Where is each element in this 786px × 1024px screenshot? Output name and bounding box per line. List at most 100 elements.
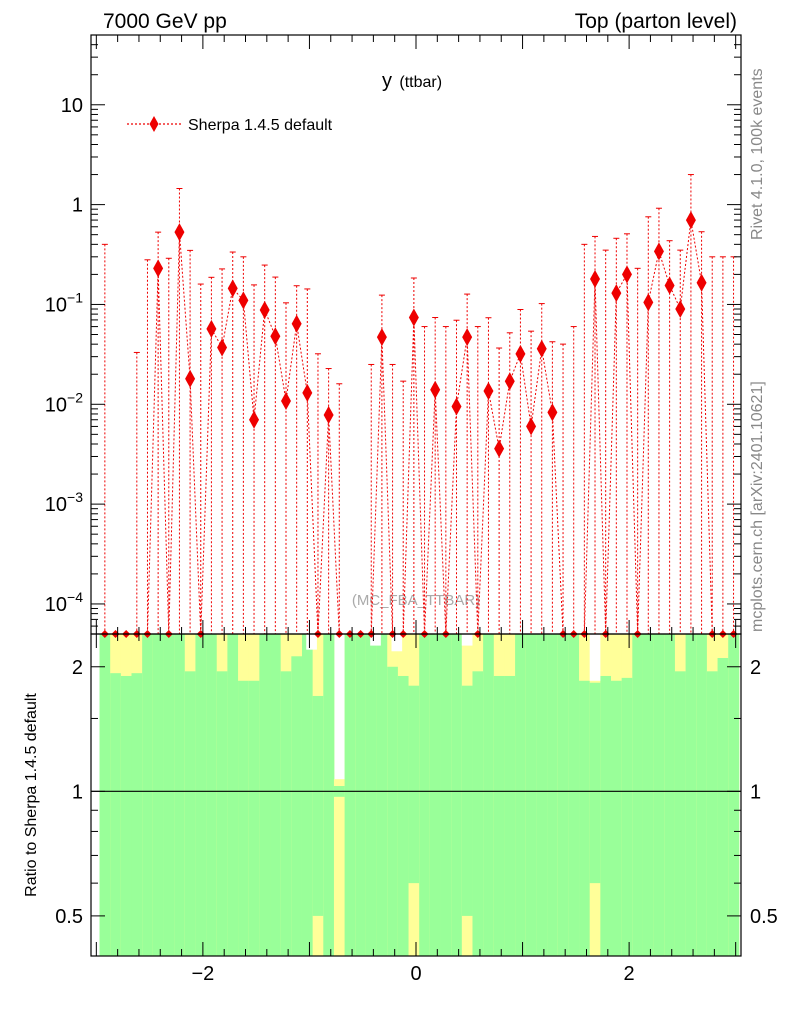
ratio-band-inner bbox=[547, 634, 559, 956]
ratio-band-inner bbox=[120, 675, 132, 956]
y-tick-label: 10 bbox=[61, 95, 83, 117]
header-right: Top (parton level) bbox=[575, 10, 737, 33]
data-point bbox=[217, 338, 228, 357]
data-point bbox=[376, 328, 387, 347]
y-tick-base: 1 bbox=[72, 195, 83, 217]
y-tick-exponent: −3 bbox=[67, 489, 83, 505]
ratio-band-inner bbox=[451, 634, 463, 956]
ratio-band-inner bbox=[664, 634, 676, 956]
ratio-band-inner bbox=[184, 671, 196, 956]
data-point bbox=[323, 406, 334, 425]
ratio-y-tick-label-right: 0.5 bbox=[750, 906, 778, 928]
y-tick-base: 10 bbox=[45, 394, 67, 416]
legend-marker bbox=[149, 116, 159, 132]
ratio-ylabel: Ratio to Sherpa 1.4.5 default bbox=[23, 693, 40, 897]
ratio-band-inner bbox=[227, 634, 239, 956]
data-point bbox=[483, 381, 494, 400]
y-tick-exponent: −2 bbox=[67, 389, 83, 405]
ratio-band-inner bbox=[642, 634, 655, 956]
ratio-band-inner bbox=[429, 634, 441, 956]
ratio-band-inner bbox=[493, 675, 505, 956]
data-point bbox=[227, 279, 238, 298]
ratio-y-tick-label: 2 bbox=[72, 657, 83, 679]
ratio-band-inner bbox=[589, 682, 601, 884]
ratio-band-inner bbox=[238, 680, 250, 956]
ratio-band-inner bbox=[163, 634, 175, 956]
watermark: (MC_FBA_TTBAR) bbox=[352, 592, 480, 609]
ratio-band-inner bbox=[536, 634, 548, 956]
ratio-band-inner bbox=[557, 634, 569, 956]
data-point bbox=[547, 403, 558, 422]
ratio-band-inner bbox=[408, 685, 420, 884]
ratio-band-inner bbox=[174, 634, 186, 956]
ratio-band-inner bbox=[99, 634, 111, 956]
ratio-band-inner bbox=[461, 685, 473, 916]
y-tick-label: 10−4 bbox=[45, 589, 83, 616]
data-point bbox=[270, 327, 281, 346]
data-point bbox=[238, 291, 249, 310]
chart-title-sub: (ttbar) bbox=[399, 74, 442, 91]
ratio-band-gap bbox=[461, 634, 473, 646]
ratio-band-inner bbox=[706, 671, 718, 956]
data-point bbox=[153, 259, 164, 278]
ratio-band-inner bbox=[611, 680, 623, 956]
y-tick-base: 10 bbox=[45, 494, 67, 516]
ratio-band-outer bbox=[333, 779, 346, 956]
y-tick-base: 10 bbox=[61, 95, 83, 117]
ratio-band-inner bbox=[600, 675, 612, 956]
legend-label: Sherpa 1.4.5 default bbox=[188, 117, 333, 134]
ratio-band-gap bbox=[391, 634, 403, 652]
ratio-band-inner bbox=[376, 634, 388, 956]
data-point bbox=[611, 284, 622, 303]
main-series bbox=[100, 174, 738, 638]
ratio-band-inner bbox=[397, 675, 409, 956]
y-tick-base: 10 bbox=[45, 594, 67, 616]
ratio-band-inner bbox=[387, 666, 399, 956]
ratio-band-inner bbox=[142, 634, 154, 956]
ratio-band-inner bbox=[728, 634, 740, 956]
ratio-band-gap bbox=[589, 634, 601, 681]
y-tick-label: 10−1 bbox=[45, 289, 83, 316]
ratio-band-inner bbox=[248, 680, 260, 956]
y-tick-label: 1 bbox=[72, 195, 83, 217]
ratio-band-inner bbox=[312, 695, 324, 916]
source-label: mcplots.cern.ch [arXiv:2401.10621] bbox=[749, 381, 766, 632]
ratio-y-tick-label: 0.5 bbox=[55, 906, 83, 928]
data-point bbox=[174, 223, 185, 242]
data-point bbox=[494, 439, 505, 458]
data-point bbox=[249, 410, 260, 429]
ratio-band-inner bbox=[483, 634, 495, 956]
y-tick-base: 10 bbox=[45, 294, 67, 316]
ratio-band-inner bbox=[206, 634, 218, 956]
data-point bbox=[526, 417, 537, 436]
ratio-band-inner bbox=[323, 634, 335, 956]
data-point bbox=[590, 269, 601, 288]
ratio-band-inner bbox=[621, 677, 633, 956]
data-point bbox=[664, 276, 675, 295]
y-tick-label: 10−2 bbox=[45, 389, 83, 416]
ratio-bands bbox=[99, 634, 740, 956]
ratio-y-tick-label-right: 1 bbox=[750, 781, 761, 803]
legend: Sherpa 1.4.5 default bbox=[127, 116, 333, 134]
data-point bbox=[451, 397, 462, 416]
ratio-band-inner bbox=[131, 673, 143, 956]
ratio-band-inner bbox=[632, 634, 644, 956]
data-point bbox=[259, 300, 270, 319]
data-point bbox=[206, 319, 217, 338]
data-point bbox=[302, 383, 313, 402]
ratio-band-inner bbox=[216, 671, 228, 956]
data-point bbox=[462, 328, 473, 347]
ratio-band-inner bbox=[365, 634, 377, 956]
ratio-y-tick-label-right: 2 bbox=[750, 657, 761, 679]
ratio-band-inner bbox=[515, 634, 527, 956]
ratio-band-inner bbox=[270, 634, 282, 956]
ratio-band-inner bbox=[110, 673, 122, 956]
data-point bbox=[536, 339, 547, 358]
ratio-band-gap bbox=[370, 634, 381, 646]
data-point bbox=[408, 308, 419, 327]
data-point bbox=[621, 265, 632, 284]
data-point bbox=[185, 369, 196, 388]
y-tick-exponent: −4 bbox=[67, 589, 83, 605]
ratio-band-inner bbox=[259, 634, 271, 956]
